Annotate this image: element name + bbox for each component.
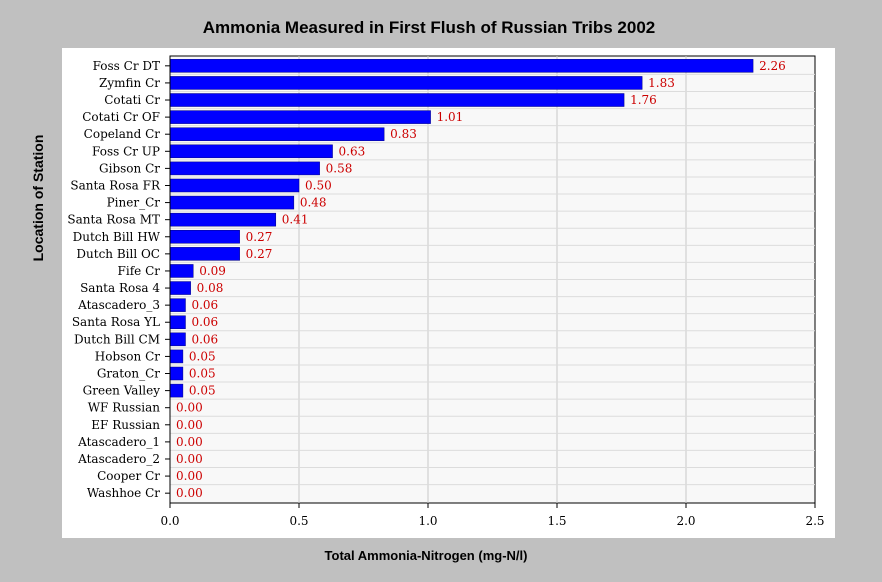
bar (169, 281, 191, 295)
category-label: Green Valley (83, 384, 161, 398)
category-label: Dutch Bill HW (73, 230, 161, 244)
bar (169, 59, 754, 73)
data-label: 0.00 (176, 486, 203, 500)
data-label: 0.27 (246, 230, 273, 244)
category-label: Santa Rosa FR (70, 178, 161, 192)
bar (169, 315, 186, 329)
category-label: Cotati Cr (104, 93, 160, 107)
x-tick-label: 2.0 (676, 514, 695, 528)
data-label: 0.05 (189, 349, 216, 363)
bar (169, 76, 643, 90)
data-label: 0.00 (176, 452, 203, 466)
bar (169, 264, 194, 278)
data-label: 0.06 (191, 315, 218, 329)
bar (169, 298, 186, 312)
bar (169, 127, 385, 141)
category-label: Santa Rosa YL (72, 315, 160, 329)
bar (169, 110, 431, 124)
data-label: 0.63 (339, 144, 366, 158)
category-label: Santa Rosa 4 (80, 281, 160, 295)
category-label: Piner_Cr (107, 196, 161, 210)
data-label: 1.83 (648, 76, 675, 90)
data-label: 0.58 (326, 161, 353, 175)
data-label: 0.06 (191, 332, 218, 346)
bar (169, 93, 625, 107)
bar (169, 349, 184, 364)
bar (169, 178, 300, 193)
data-label: 0.27 (246, 247, 273, 261)
bar (169, 230, 240, 244)
data-label: 0.00 (176, 469, 203, 483)
bar-chart: 0.0 0.5 1.0 1.5 2.0 2.5 Foss Cr DT 2.26 Zymfin C… (67, 55, 825, 528)
data-label: 0.05 (189, 367, 216, 381)
category-label: Dutch Bill OC (76, 247, 160, 261)
category-label: WF Russian (88, 401, 161, 415)
category-label: Copeland Cr (84, 127, 161, 141)
data-label: 0.05 (189, 384, 216, 398)
category-label: Hobson Cr (95, 349, 160, 363)
x-tick-label: 2.5 (805, 514, 824, 528)
bar (169, 195, 295, 210)
data-label: 0.06 (191, 298, 218, 312)
category-label: Zymfin Cr (99, 76, 160, 90)
data-label: 1.76 (630, 93, 657, 107)
category-label: Fife Cr (118, 264, 161, 278)
x-tick-label: 0.5 (289, 514, 308, 528)
data-label: 0.41 (282, 213, 309, 227)
bar (169, 144, 333, 159)
category-label: Atascadero_2 (77, 452, 160, 466)
category-label: Washhoe Cr (87, 486, 160, 500)
category-label: Graton_Cr (97, 367, 160, 381)
y-axis-label-text: Location of Station (30, 134, 46, 262)
bar (169, 161, 320, 176)
x-tick-label: 0.0 (160, 514, 179, 528)
x-axis-label: Total Ammonia-Nitrogen (mg-N/l) (324, 548, 528, 563)
bar (169, 247, 240, 261)
x-tick-label: 1.5 (547, 514, 566, 528)
data-label: 0.00 (176, 435, 203, 449)
category-label: Santa Rosa MT (67, 213, 160, 227)
data-label: 2.26 (759, 59, 786, 73)
x-tick-label: 1.0 (418, 514, 437, 528)
bar (169, 212, 277, 227)
data-label: 0.00 (176, 418, 203, 432)
chart-panel: 0.0 0.5 1.0 1.5 2.0 2.5 Foss Cr DT 2.26 Zymfin C… (62, 48, 835, 538)
chart-title: Ammonia Measured in First Flush of Russi… (202, 18, 656, 37)
category-label: Gibson Cr (99, 161, 160, 175)
category-label: Atascadero_3 (77, 298, 160, 312)
data-label: 1.01 (437, 110, 464, 124)
category-label: Atascadero_1 (77, 435, 160, 449)
data-label: 0.48 (300, 196, 327, 210)
bar (169, 332, 186, 347)
data-label: 0.50 (305, 178, 332, 192)
category-label: EF Russian (91, 418, 160, 432)
data-label: 0.09 (199, 264, 226, 278)
data-label: 0.08 (197, 281, 224, 295)
category-label: Cooper Cr (97, 469, 160, 483)
bar (169, 366, 184, 381)
category-label: Foss Cr UP (92, 144, 160, 158)
category-label: Dutch Bill CM (74, 332, 160, 346)
data-label: 0.00 (176, 401, 203, 415)
category-label: Foss Cr DT (93, 59, 160, 73)
data-label: 0.83 (390, 127, 417, 141)
bar (169, 383, 184, 398)
category-label: Cotati Cr OF (82, 110, 160, 124)
